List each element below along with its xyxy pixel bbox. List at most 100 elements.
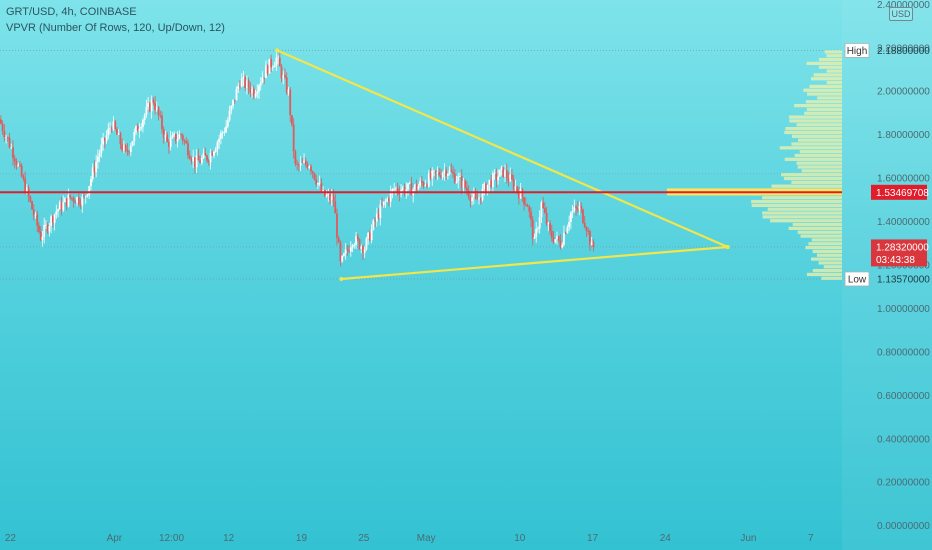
candle — [117, 129, 120, 136]
upper-trendline — [276, 49, 729, 249]
candle — [135, 125, 137, 136]
indicator-legend[interactable]: VPVR (Number Of Rows, 120, Up/Down, 12) — [6, 22, 225, 34]
candle — [497, 169, 499, 185]
candle — [422, 181, 425, 189]
candle — [155, 101, 158, 112]
candle-body — [519, 189, 522, 199]
volume-profile-row — [788, 115, 842, 119]
candle-body — [213, 151, 215, 156]
candle — [178, 130, 181, 140]
candle-body — [31, 201, 33, 210]
candle — [70, 197, 73, 201]
candle — [17, 162, 20, 167]
candle — [169, 130, 172, 151]
candle — [223, 127, 226, 136]
candle-body — [81, 196, 84, 206]
candle — [239, 80, 241, 90]
candle-body — [168, 141, 170, 147]
candle — [434, 170, 437, 180]
candle-body — [110, 128, 113, 130]
volume-profile-row — [794, 103, 842, 108]
candle-body — [299, 162, 302, 166]
candle — [209, 148, 212, 170]
candle — [299, 156, 302, 172]
candle-body — [509, 174, 512, 182]
candle-body — [77, 197, 80, 205]
candle — [207, 158, 210, 166]
candle — [294, 149, 297, 167]
candle — [0, 115, 2, 125]
candle — [576, 201, 579, 213]
candle — [69, 194, 72, 200]
candle-body — [401, 187, 404, 191]
volume-profile-row — [809, 84, 842, 89]
candle — [51, 213, 54, 228]
y-tick-label: 0.20000000 — [877, 478, 930, 489]
candle — [261, 71, 264, 84]
candle — [543, 202, 546, 214]
candle — [578, 201, 581, 216]
candle-body — [180, 134, 182, 136]
last-price-value: 1.28320000 — [876, 242, 929, 253]
candle-body — [107, 128, 110, 136]
candle — [252, 85, 255, 100]
candle — [64, 196, 66, 203]
candle — [112, 116, 115, 131]
candle-body — [256, 91, 259, 94]
candle — [195, 149, 198, 173]
candle — [372, 219, 375, 231]
candle — [292, 118, 295, 159]
candle-body — [388, 198, 390, 202]
candle-body — [185, 140, 188, 144]
candle-body — [95, 161, 98, 173]
candle — [317, 182, 319, 190]
symbol-legend[interactable]: GRT/USD, 4h, COINBASE — [6, 6, 137, 18]
candle-body — [569, 212, 572, 223]
candle — [436, 166, 439, 180]
candle-body — [491, 173, 494, 188]
candle-body — [273, 65, 276, 68]
candle — [563, 225, 565, 247]
candle — [569, 211, 572, 230]
candle — [530, 207, 532, 228]
candle-body — [362, 246, 364, 253]
x-tick-label: 17 — [587, 533, 599, 544]
candle — [438, 167, 441, 177]
candle — [232, 99, 234, 109]
candle — [162, 126, 165, 144]
candle-body — [69, 194, 72, 198]
candle — [76, 196, 78, 207]
candle — [412, 187, 415, 203]
candle — [542, 196, 545, 209]
candle — [505, 163, 508, 184]
candle — [218, 134, 221, 150]
candle — [440, 168, 442, 180]
candle — [348, 244, 351, 253]
candle — [446, 173, 449, 180]
candle-body — [157, 106, 160, 116]
candle-body — [517, 191, 520, 199]
x-tick-label: 12 — [223, 533, 235, 544]
candle-body — [155, 106, 158, 110]
candle — [79, 198, 82, 210]
volume-profile-row — [826, 80, 842, 85]
candle — [462, 177, 465, 194]
candle-body — [98, 153, 101, 157]
candle — [188, 150, 191, 160]
candle-body — [552, 237, 555, 243]
upper-trendline-start-handle — [275, 48, 280, 53]
candle — [512, 174, 515, 194]
candle-body — [209, 152, 212, 163]
candle — [368, 229, 371, 242]
candle-body — [51, 216, 54, 223]
candle-body — [531, 219, 534, 239]
candle — [386, 196, 389, 203]
candle-body — [583, 222, 586, 228]
candle-body — [429, 173, 432, 179]
candle-body — [206, 155, 208, 161]
candle-body — [417, 185, 420, 190]
currency-badge[interactable]: USD — [889, 7, 913, 21]
candle — [504, 164, 506, 183]
